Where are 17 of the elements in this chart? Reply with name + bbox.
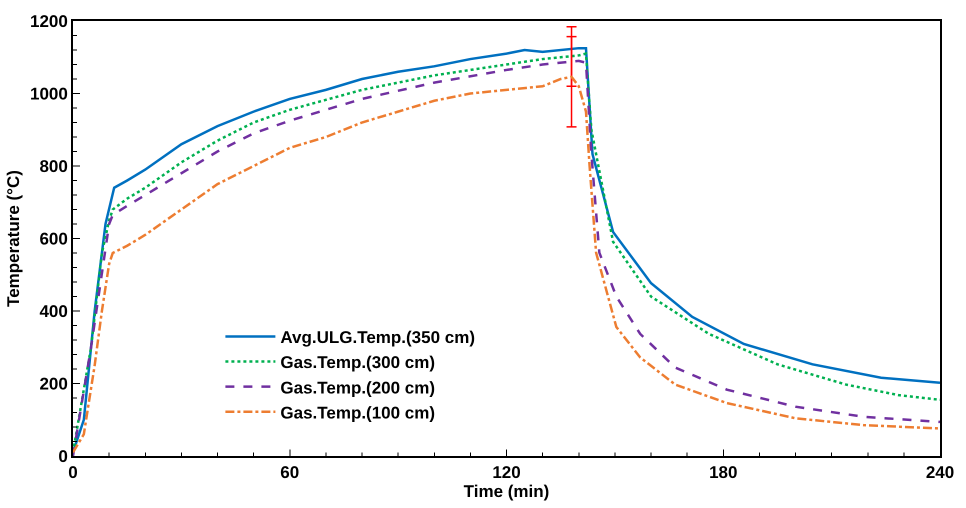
x-tick-label: 180 xyxy=(709,463,738,482)
y-axis-title: Temperature (°C) xyxy=(4,170,24,307)
y-tick-label: 400 xyxy=(39,302,68,321)
y-tick-label: 1200 xyxy=(30,12,68,31)
y-tick-label: 0 xyxy=(58,446,68,466)
x-tick-label: 60 xyxy=(280,463,300,482)
x-axis-title: Time (min) xyxy=(464,482,550,502)
legend-label: Gas.Temp.(300 cm) xyxy=(280,353,436,372)
legend-label: Gas.Temp.(100 cm) xyxy=(280,403,436,422)
y-tick-label: 600 xyxy=(39,229,68,248)
y-tick-label: 1000 xyxy=(30,84,68,104)
y-tick-label: 800 xyxy=(39,156,68,176)
x-tick-label: 240 xyxy=(926,463,954,482)
legend-label: Gas.Temp.(200 cm) xyxy=(280,378,436,398)
x-tick-label: 120 xyxy=(492,463,521,482)
legend-label: Avg.ULG.Temp.(350 cm) xyxy=(280,328,475,348)
y-tick-label: 200 xyxy=(39,374,68,394)
